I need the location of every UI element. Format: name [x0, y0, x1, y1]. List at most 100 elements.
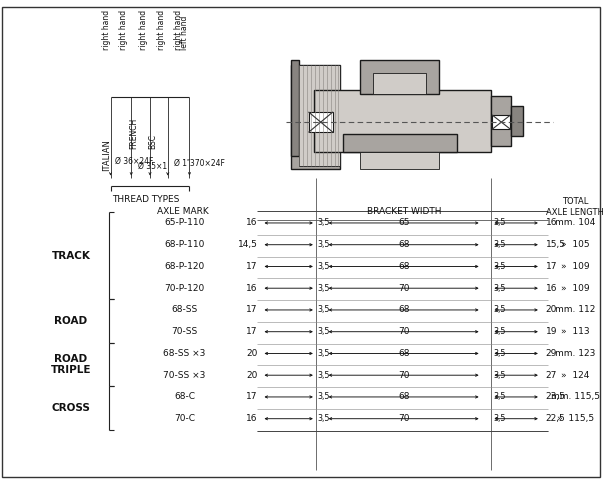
- Text: 3,5: 3,5: [318, 327, 330, 336]
- Text: 16: 16: [246, 284, 257, 293]
- Text: 3,5: 3,5: [318, 262, 330, 271]
- Bar: [492, 96, 511, 146]
- Text: 70-P-120: 70-P-120: [165, 284, 205, 293]
- Text: 68-P-110: 68-P-110: [164, 240, 205, 249]
- Text: ROAD
TRIPLE: ROAD TRIPLE: [51, 354, 92, 375]
- Text: mm. 104: mm. 104: [555, 218, 595, 228]
- Text: 3,5: 3,5: [318, 414, 330, 423]
- Text: 68-SS: 68-SS: [171, 306, 198, 314]
- Text: AXLE MARK: AXLE MARK: [157, 206, 209, 216]
- Text: 16: 16: [246, 218, 257, 228]
- Text: 68: 68: [398, 392, 409, 401]
- Text: 70: 70: [398, 414, 409, 423]
- Text: 3,5: 3,5: [493, 392, 506, 401]
- Text: right hand: right hand: [139, 10, 148, 50]
- Text: right hand: right hand: [120, 10, 128, 50]
- Text: 22,5: 22,5: [546, 414, 565, 423]
- Text: 3,5: 3,5: [318, 349, 330, 358]
- Text: »  115,5: » 115,5: [557, 414, 594, 423]
- Bar: [291, 65, 340, 169]
- Text: 17: 17: [546, 262, 558, 271]
- Text: »  109: » 109: [561, 284, 590, 293]
- Text: 3,5: 3,5: [493, 262, 506, 271]
- Text: right hand: right hand: [101, 10, 110, 50]
- Text: 17: 17: [246, 327, 257, 336]
- Text: 3,5: 3,5: [493, 284, 506, 293]
- Text: 3,5: 3,5: [318, 218, 330, 228]
- Text: 3,5: 3,5: [493, 414, 506, 423]
- Text: 68-SS ×3: 68-SS ×3: [163, 349, 206, 358]
- Text: ITALIAN: ITALIAN: [102, 139, 111, 171]
- Text: 3,5: 3,5: [493, 349, 506, 358]
- Text: Ø 1″370×24F: Ø 1″370×24F: [174, 159, 224, 168]
- Text: 3,5: 3,5: [493, 371, 506, 380]
- Text: 20: 20: [246, 349, 257, 358]
- Text: 16: 16: [246, 414, 257, 423]
- Bar: [314, 90, 492, 152]
- Text: 3,5: 3,5: [318, 371, 330, 380]
- Text: right hand: right hand: [157, 10, 166, 50]
- Text: left hand: left hand: [181, 16, 190, 50]
- Text: 17: 17: [246, 306, 257, 314]
- Text: Ø 36×24F: Ø 36×24F: [115, 157, 154, 166]
- Text: 68-C: 68-C: [174, 392, 195, 401]
- Text: 16: 16: [546, 284, 558, 293]
- Text: 3,5: 3,5: [493, 240, 506, 249]
- Text: 70: 70: [398, 284, 409, 293]
- Text: 3,5: 3,5: [493, 218, 506, 228]
- Text: 68: 68: [398, 306, 409, 314]
- Bar: [361, 152, 439, 169]
- Text: 68: 68: [398, 240, 409, 249]
- Text: BRACKET WIDTH: BRACKET WIDTH: [367, 206, 442, 216]
- Text: 65: 65: [398, 218, 409, 228]
- Text: 68-P-120: 68-P-120: [165, 262, 205, 271]
- Text: FRENCH: FRENCH: [130, 117, 138, 149]
- Text: 16: 16: [546, 218, 558, 228]
- Bar: [511, 106, 523, 136]
- Text: »  124: » 124: [561, 371, 589, 380]
- Text: 20: 20: [246, 371, 257, 380]
- Text: 3,5: 3,5: [318, 392, 330, 401]
- Text: 70-SS: 70-SS: [171, 327, 198, 336]
- Text: 3,5: 3,5: [318, 306, 330, 314]
- Text: mm. 123: mm. 123: [555, 349, 595, 358]
- Bar: [492, 115, 510, 129]
- Text: »  105: » 105: [561, 240, 590, 249]
- Text: BSC: BSC: [148, 134, 157, 149]
- Text: 3,5: 3,5: [493, 327, 506, 336]
- Text: CROSS: CROSS: [52, 403, 90, 413]
- Text: right hand: right hand: [174, 10, 182, 50]
- Text: 17: 17: [246, 392, 257, 401]
- Text: ROAD: ROAD: [54, 316, 88, 326]
- Text: 17: 17: [246, 262, 257, 271]
- Bar: [291, 60, 299, 156]
- Text: 70: 70: [398, 371, 409, 380]
- Text: 70-SS ×3: 70-SS ×3: [163, 371, 206, 380]
- Bar: [373, 73, 426, 94]
- Text: 70: 70: [398, 327, 409, 336]
- Text: 14,5: 14,5: [238, 240, 257, 249]
- Text: 3,5: 3,5: [318, 284, 330, 293]
- Text: 70-C: 70-C: [174, 414, 195, 423]
- Text: 29: 29: [546, 349, 557, 358]
- Text: 3,5: 3,5: [493, 306, 506, 314]
- Text: 20: 20: [546, 306, 557, 314]
- Text: 3,5: 3,5: [318, 240, 330, 249]
- Text: THREAD TYPES: THREAD TYPES: [112, 195, 180, 204]
- Text: 68: 68: [398, 262, 409, 271]
- Bar: [299, 65, 340, 166]
- Text: »  113: » 113: [561, 327, 590, 336]
- Text: »  109: » 109: [561, 262, 590, 271]
- Text: 23,5: 23,5: [546, 392, 565, 401]
- Text: mm. 115,5: mm. 115,5: [551, 392, 600, 401]
- Text: 19: 19: [546, 327, 558, 336]
- Text: 65-P-110: 65-P-110: [164, 218, 205, 228]
- Text: Ø 35×1: Ø 35×1: [138, 162, 167, 171]
- Text: mm. 112: mm. 112: [555, 306, 595, 314]
- Text: TOTAL
AXLE LENGTH: TOTAL AXLE LENGTH: [547, 197, 605, 217]
- Bar: [361, 60, 439, 94]
- Text: 68: 68: [398, 349, 409, 358]
- Text: 27: 27: [546, 371, 557, 380]
- Text: 15,5: 15,5: [546, 240, 565, 249]
- Text: TRACK: TRACK: [52, 251, 90, 261]
